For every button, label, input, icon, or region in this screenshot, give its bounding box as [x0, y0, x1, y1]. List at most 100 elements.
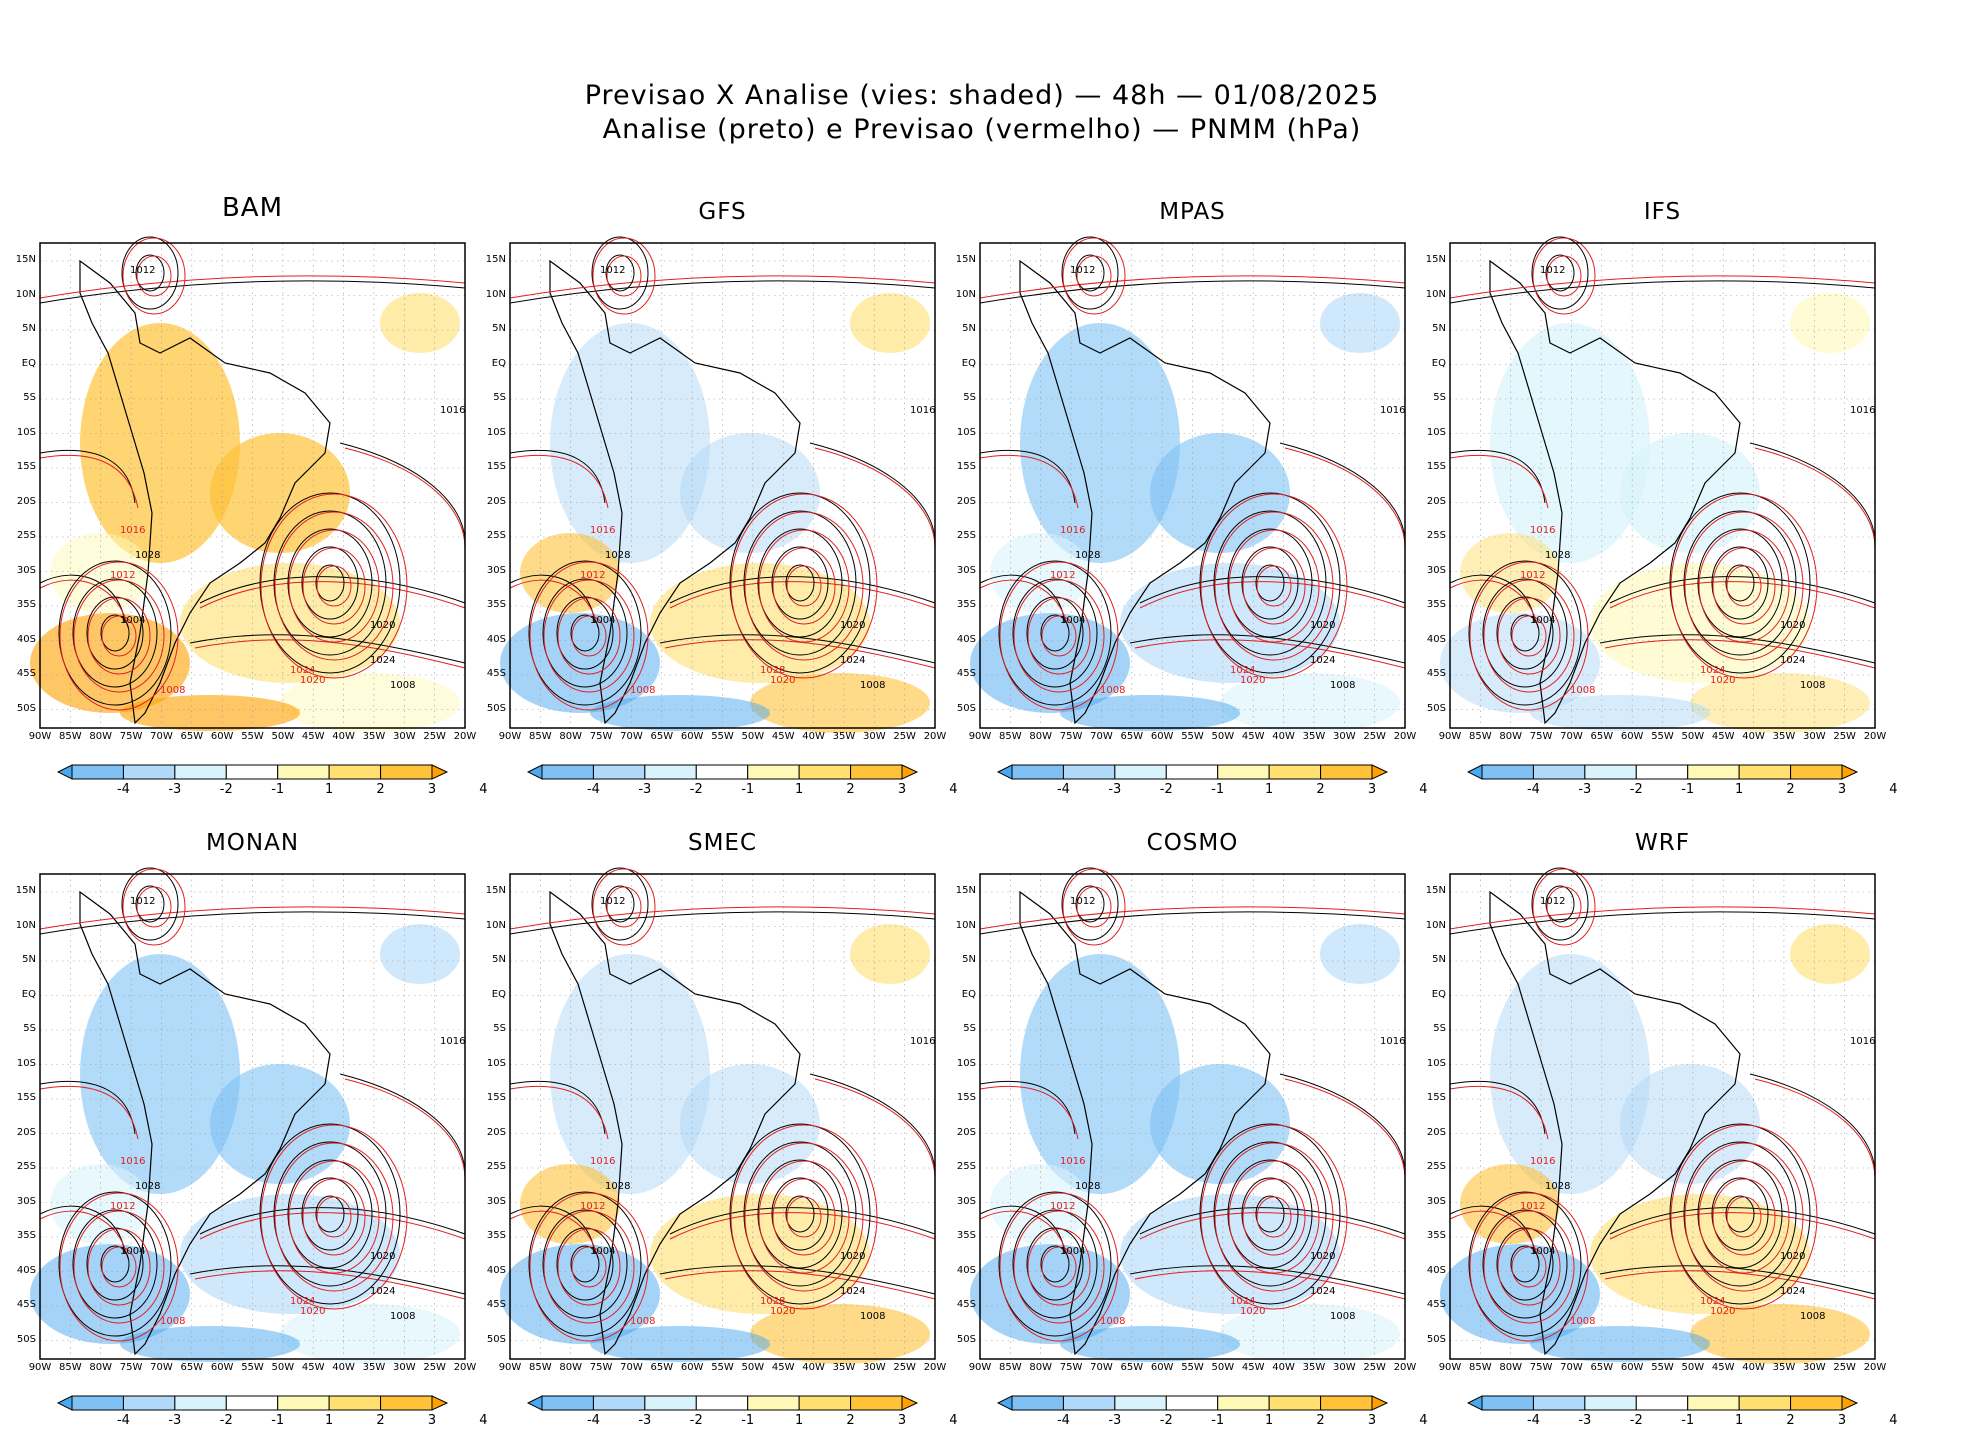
y-tick-label: 25S	[486, 1161, 506, 1172]
x-tick-label: 55W	[1651, 1362, 1674, 1373]
colorbar	[57, 764, 449, 780]
colorbar-label: 4	[1889, 782, 1898, 797]
forecast-isobar	[509, 275, 936, 299]
forecast-isobar-label: 1016	[1530, 1156, 1555, 1167]
forecast-isobar	[274, 1142, 394, 1292]
colorbar-label: -2	[1159, 1413, 1173, 1428]
coastline	[1489, 259, 1741, 725]
analysis-isobar	[72, 1209, 158, 1319]
colorbar-segment	[1687, 764, 1740, 780]
y-tick-label: 45S	[16, 668, 36, 679]
forecast-isobar	[979, 454, 1079, 509]
forecast-isobar	[1076, 886, 1112, 928]
analysis-isobar	[528, 560, 642, 706]
analysis-isobar	[809, 442, 936, 544]
analysis-isobar	[771, 546, 829, 620]
forecast-isobar	[664, 639, 936, 669]
forecast-isobar	[1604, 639, 1876, 669]
analysis-isobar	[273, 1141, 387, 1287]
y-tick-label: 45S	[486, 668, 506, 679]
analysis-isobar	[1227, 528, 1313, 638]
forecast-isobar-label: 1020	[1240, 1306, 1265, 1317]
analysis-isobar	[785, 1195, 815, 1233]
x-tick-label: 60W	[680, 731, 704, 742]
forecast-isobar	[1511, 615, 1547, 657]
y-tick-label: 10N	[15, 288, 36, 300]
forecast-isobar	[786, 1196, 822, 1238]
colorbar-segment	[541, 1395, 594, 1411]
forecast-isobar	[199, 1212, 466, 1240]
x-tick-label: 20W	[923, 731, 947, 742]
forecast-isobar	[669, 581, 936, 609]
analysis-isobar-label: 1024	[1780, 655, 1805, 666]
colorbar-segment	[644, 764, 697, 780]
colorbar-label: -2	[689, 1413, 703, 1428]
analysis-isobar	[86, 596, 144, 670]
forecast-isobar	[1200, 1124, 1348, 1310]
forecast-isobar	[979, 275, 1406, 299]
x-tick-label: 30W	[862, 1362, 886, 1373]
x-tick-label: 30W	[1332, 731, 1356, 742]
forecast-isobar	[571, 1246, 607, 1288]
forecast-isobar	[39, 906, 466, 930]
y-tick-label: 40S	[16, 1264, 36, 1276]
analysis-isobar	[1669, 1123, 1811, 1305]
bias-shading	[50, 533, 150, 613]
forecast-isobar	[999, 561, 1119, 711]
forecast-isobar	[1726, 1196, 1762, 1238]
analysis-isobar	[1496, 1227, 1554, 1301]
x-tick-label: 50W	[271, 1362, 295, 1373]
forecast-isobar	[509, 454, 609, 509]
forecast-isobar	[772, 547, 836, 625]
colorbar-segment	[527, 1395, 543, 1411]
forecast-isobar	[979, 579, 1069, 629]
map-frame	[1449, 242, 1876, 729]
analysis-isobar-label: 1024	[1310, 655, 1335, 666]
forecast-isobar-label: 1008	[630, 685, 655, 696]
y-tick-label: EQ	[1431, 988, 1446, 1000]
y-tick-label: 15N	[485, 885, 506, 896]
analysis-isobar	[605, 254, 635, 292]
x-tick-label: 90W	[1438, 731, 1462, 742]
colorbar-label: 3	[1367, 782, 1377, 797]
analysis-isobar-label: 1020	[840, 1251, 865, 1262]
bias-shading	[380, 293, 460, 353]
analysis-isobar	[1697, 528, 1783, 638]
x-tick-label: 35W	[1302, 1362, 1326, 1373]
bias-shading	[380, 924, 460, 984]
colorbar-label: -4	[1526, 1413, 1540, 1428]
analysis-isobar	[785, 564, 815, 602]
forecast-isobar	[1134, 639, 1406, 669]
colorbar	[1467, 764, 1859, 780]
colorbar	[997, 764, 1389, 780]
x-tick-label: 40W	[1272, 1362, 1295, 1373]
colorbar-label: -4	[1056, 782, 1070, 797]
forecast-isobar	[1139, 581, 1406, 609]
y-tick-label: 5S	[493, 1023, 506, 1034]
x-tick-label: 85W	[529, 731, 552, 742]
bias-shading	[80, 323, 240, 563]
colorbar-segment	[1320, 764, 1373, 780]
colorbar-label: -1	[741, 1413, 755, 1428]
analysis-isobar	[199, 576, 466, 604]
forecast-isobar	[814, 447, 936, 549]
analysis-isobar-label: 1008	[1330, 1311, 1355, 1322]
x-tick-label: 70W	[150, 1362, 173, 1373]
bias-shading	[1460, 533, 1560, 613]
y-tick-label: 10N	[955, 288, 976, 300]
colorbar-label: 2	[1786, 1413, 1795, 1428]
forecast-isobar-label: 1008	[160, 685, 185, 696]
analysis-isobar-label: 1008	[1330, 680, 1355, 691]
forecast-isobar	[509, 1210, 599, 1260]
colorbar-label: 4	[479, 782, 488, 797]
colorbar-segment	[57, 764, 73, 780]
forecast-isobar-label: 1012	[1520, 1201, 1545, 1212]
panel-cosmo: COSMO 1012 1016 1020 1024 1028 1008 1004 1016 101…	[956, 830, 1428, 1428]
colorbar-segment	[1635, 1395, 1689, 1411]
panel-gfs: GFS 1012 1016 1020 1024 1028 1008 1004 1016 1012 1…	[486, 199, 958, 797]
analysis-isobar	[1609, 576, 1876, 604]
forecast-isobar	[1062, 237, 1126, 315]
bias-shading	[550, 323, 710, 563]
panel-monan: MONAN 1012 1016 1020 1024 1028 1008 1004 1016 101…	[16, 830, 488, 1428]
y-tick-label: 25S	[486, 530, 506, 541]
